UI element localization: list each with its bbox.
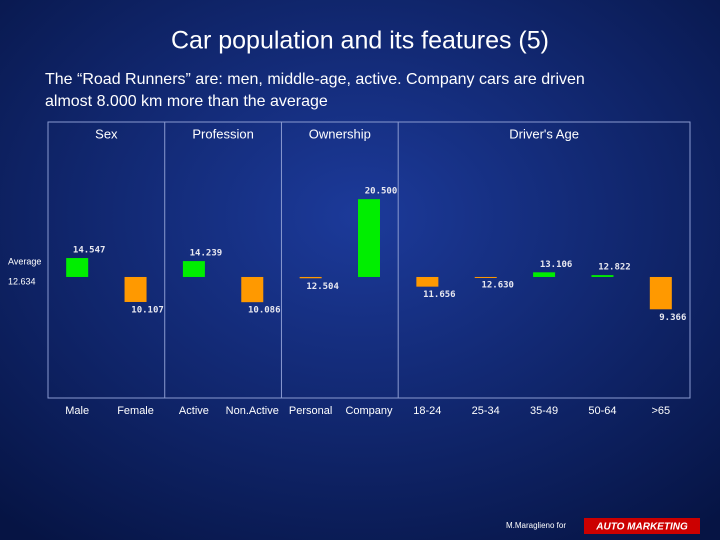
value-label: 10.086 xyxy=(248,306,281,316)
x-tick-label: 18-24 xyxy=(413,405,441,417)
value-label: 12.504 xyxy=(306,282,339,292)
value-label: 14.239 xyxy=(190,249,223,259)
slide-title: Car population and its features (5) xyxy=(171,27,549,55)
bar xyxy=(533,272,556,277)
value-label: 12.822 xyxy=(598,263,631,273)
bar xyxy=(416,276,439,287)
x-tick-label: Male xyxy=(65,405,89,417)
x-tick-label: >65 xyxy=(651,405,670,417)
average-label: Average xyxy=(8,256,41,266)
logo-box xyxy=(584,518,700,534)
x-tick-label: 50-64 xyxy=(588,405,616,417)
bar xyxy=(124,276,147,302)
x-tick-label: Active xyxy=(179,405,209,417)
footer-credit: M.Maraglieno for xyxy=(506,521,566,530)
group-header: Driver's Age xyxy=(509,126,579,141)
x-tick-label: 35-49 xyxy=(530,405,558,417)
bar xyxy=(299,276,322,279)
subtitle-line: almost 8.000 km more than the average xyxy=(45,93,328,110)
plot-frame xyxy=(47,121,691,399)
group-header: Profession xyxy=(192,126,253,141)
bar xyxy=(358,199,380,277)
group-header: Sex xyxy=(95,126,118,141)
bar xyxy=(474,276,497,278)
bar xyxy=(591,275,614,277)
value-label: 12.630 xyxy=(481,281,514,291)
value-label: 11.656 xyxy=(423,290,456,300)
bar xyxy=(241,276,264,303)
value-label: 20.500 xyxy=(365,187,398,197)
value-label: 13.106 xyxy=(540,260,573,270)
x-tick-label: Non.Active xyxy=(226,405,279,417)
x-tick-label: Personal xyxy=(289,405,332,417)
x-tick-label: 25-34 xyxy=(472,405,500,417)
x-tick-label: Company xyxy=(345,405,393,417)
subtitle-line: The “Road Runners” are: men, middle-age,… xyxy=(45,71,585,88)
value-label: 10.107 xyxy=(131,305,164,315)
footer-logo: AUTO MARKETING xyxy=(595,522,688,533)
value-label: 9.366 xyxy=(659,313,686,323)
bar xyxy=(649,276,672,310)
bar xyxy=(66,258,89,277)
value-label: 14.547 xyxy=(73,246,106,256)
group-header: Ownership xyxy=(309,126,371,141)
bar xyxy=(182,261,205,277)
average-value: 12.634 xyxy=(8,276,36,286)
x-tick-label: Female xyxy=(117,405,154,417)
